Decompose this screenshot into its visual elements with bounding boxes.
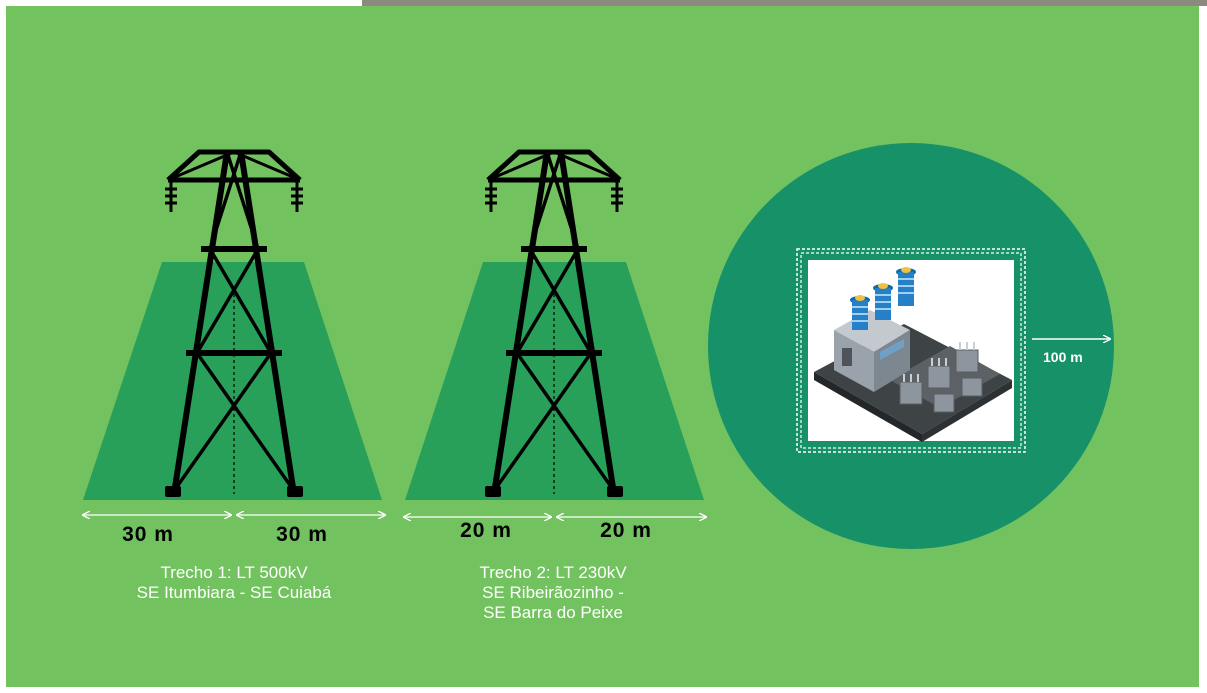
caption-1: Trecho 1: LT 500kV SE Itumbiara - SE Cui… xyxy=(84,563,384,603)
caption-1-line-2: SE Itumbiara - SE Cuiabá xyxy=(136,583,332,602)
dimension-label-1-right: 30 m xyxy=(276,523,328,546)
caption-1-line-1: Trecho 1: LT 500kV xyxy=(160,563,308,582)
corridor-1 xyxy=(83,262,382,500)
substation-boundary xyxy=(796,248,1026,453)
caption-2-line-2: SE Ribeirãozinho - xyxy=(482,583,624,602)
dimension-label-2-left: 20 m xyxy=(460,519,512,542)
radius-label: 100 m xyxy=(1043,349,1083,365)
caption-2-line-1: Trecho 2: LT 230kV xyxy=(479,563,627,582)
top-photo-strip xyxy=(0,0,1207,6)
substation-icon xyxy=(814,267,1012,442)
top-strip-gap xyxy=(0,0,362,6)
dimension-label-2-right: 20 m xyxy=(600,519,652,542)
caption-2-line-3: SE Barra do Peixe xyxy=(483,603,623,622)
caption-2: Trecho 2: LT 230kV SE Ribeirãozinho - SE… xyxy=(403,563,703,623)
dimension-label-1-left: 30 m xyxy=(122,523,174,546)
